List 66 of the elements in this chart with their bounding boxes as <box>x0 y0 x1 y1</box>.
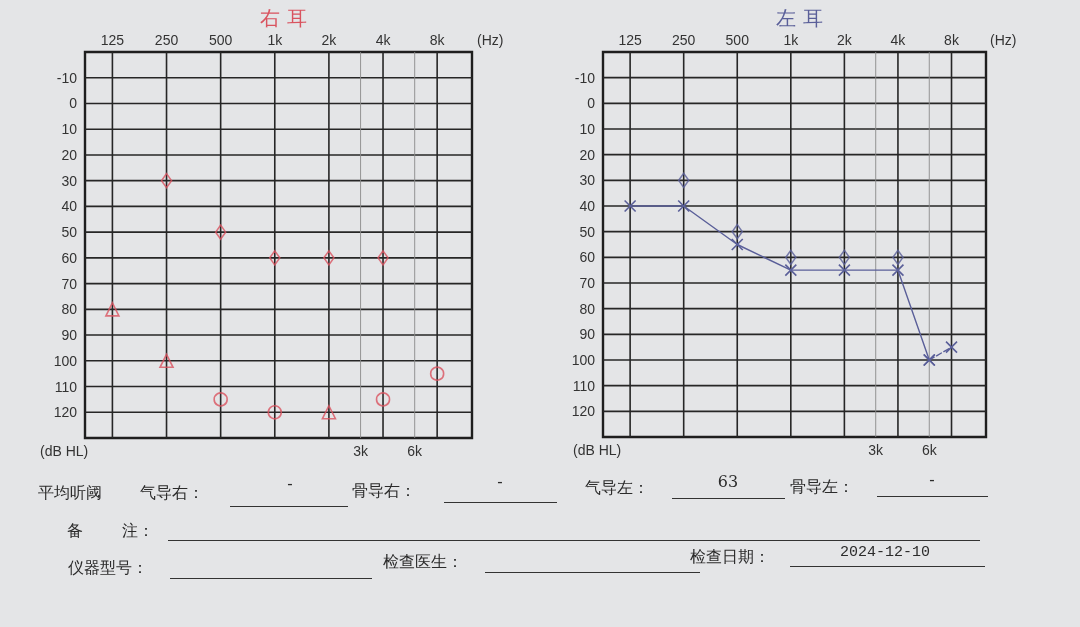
x-tick-label: 250 <box>154 32 179 48</box>
x-tick-label: 1k <box>783 32 800 48</box>
chart-title: 左 耳 <box>776 6 823 30</box>
y-tick-label: 50 <box>579 223 596 240</box>
y-axis-title: (dB HL) <box>573 442 622 458</box>
y-tick-label: 30 <box>61 172 78 189</box>
x-tick-label: 500 <box>208 32 233 48</box>
y-tick-label: 0 <box>587 95 596 112</box>
y-tick-label: 40 <box>61 198 78 215</box>
text: 仪器型号： <box>68 558 148 578</box>
x-tick-label: 500 <box>725 32 750 48</box>
ref-line-label: 3k <box>868 442 885 458</box>
x-tick-label: 8k <box>429 32 446 48</box>
y-tick-label: 60 <box>579 249 596 266</box>
text: 检查日期： <box>690 547 770 567</box>
x-tick-label: 125 <box>618 32 643 48</box>
y-tick-label: 50 <box>61 224 78 241</box>
y-tick-label: 70 <box>61 275 78 292</box>
y-tick-label: 90 <box>579 326 596 343</box>
y-tick-label: 10 <box>61 121 78 138</box>
x-tick-label: 250 <box>672 32 696 48</box>
x-tick-label: 4k <box>375 32 392 48</box>
y-tick-label: 100 <box>53 352 78 369</box>
y-tick-label: -10 <box>574 69 596 86</box>
y-tick-label: 110 <box>54 378 78 395</box>
y-tick-label: 90 <box>61 327 78 344</box>
x-axis-title: (Hz) <box>990 32 1017 48</box>
ref-line-label: 6k <box>921 442 938 458</box>
text: - <box>497 472 503 492</box>
x-tick-label: 2k <box>321 32 338 48</box>
x-axis-title: (Hz) <box>477 32 504 48</box>
y-tick-label: 20 <box>579 146 596 163</box>
y-tick-label: 70 <box>579 275 596 291</box>
text: 63 <box>717 472 739 492</box>
chart-title: 右 耳 <box>260 6 307 30</box>
y-tick-label: 100 <box>571 352 596 368</box>
ref-line-label: 3k <box>353 443 369 459</box>
y-tick-label: -10 <box>56 69 78 86</box>
x-tick-label: 125 <box>100 32 125 48</box>
y-axis-title: (dB HL) <box>40 443 89 459</box>
x-tick-label: 1k <box>267 32 284 48</box>
y-tick-label: 30 <box>579 172 596 189</box>
text: 平均听阈 <box>38 483 102 503</box>
x-tick-label: 2k <box>836 32 853 48</box>
text: 备 注： <box>67 521 155 541</box>
y-tick-label: 110 <box>572 377 596 394</box>
text: 骨导左： <box>790 477 854 497</box>
x-tick-label: 4k <box>890 32 907 48</box>
y-tick-label: 20 <box>61 146 78 163</box>
y-tick-label: 10 <box>579 121 596 137</box>
x-tick-label: 8k <box>944 32 960 48</box>
text: - <box>929 470 935 490</box>
y-tick-label: 60 <box>61 249 78 266</box>
text: 骨导右： <box>352 481 416 501</box>
text: 检查医生： <box>383 552 463 572</box>
text: 气导左： <box>585 478 649 498</box>
text: 气导右： <box>140 483 204 503</box>
y-tick-label: 120 <box>53 404 78 421</box>
y-tick-label: 80 <box>579 300 596 317</box>
text: - <box>287 474 293 494</box>
y-tick-label: 120 <box>571 403 596 420</box>
text: 2024-12-10 <box>839 543 931 563</box>
y-tick-label: 0 <box>69 95 78 112</box>
y-tick-label: 80 <box>61 301 78 318</box>
ref-line-label: 6k <box>407 443 424 459</box>
y-tick-label: 40 <box>579 198 596 214</box>
